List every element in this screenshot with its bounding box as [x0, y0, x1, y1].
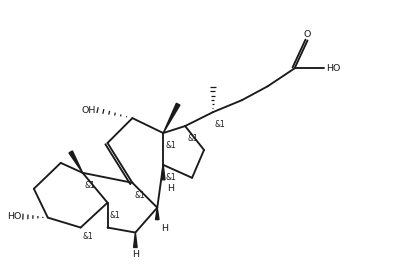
- Text: &1: &1: [85, 181, 95, 190]
- Text: &1: &1: [215, 120, 226, 129]
- Text: &1: &1: [110, 211, 120, 220]
- Text: &1: &1: [165, 173, 176, 182]
- Text: H: H: [132, 250, 139, 259]
- Text: H: H: [167, 184, 174, 193]
- Text: &1: &1: [134, 191, 145, 200]
- Polygon shape: [133, 232, 137, 247]
- Text: OH: OH: [81, 106, 95, 115]
- Polygon shape: [161, 165, 165, 180]
- Text: O: O: [304, 29, 311, 39]
- Polygon shape: [69, 151, 83, 173]
- Text: &1: &1: [165, 141, 176, 150]
- Text: HO: HO: [327, 64, 341, 73]
- Text: H: H: [161, 224, 168, 233]
- Polygon shape: [156, 208, 159, 220]
- Text: &1: &1: [187, 134, 198, 143]
- Text: &1: &1: [83, 232, 93, 240]
- Text: HO: HO: [8, 212, 22, 221]
- Polygon shape: [163, 103, 180, 133]
